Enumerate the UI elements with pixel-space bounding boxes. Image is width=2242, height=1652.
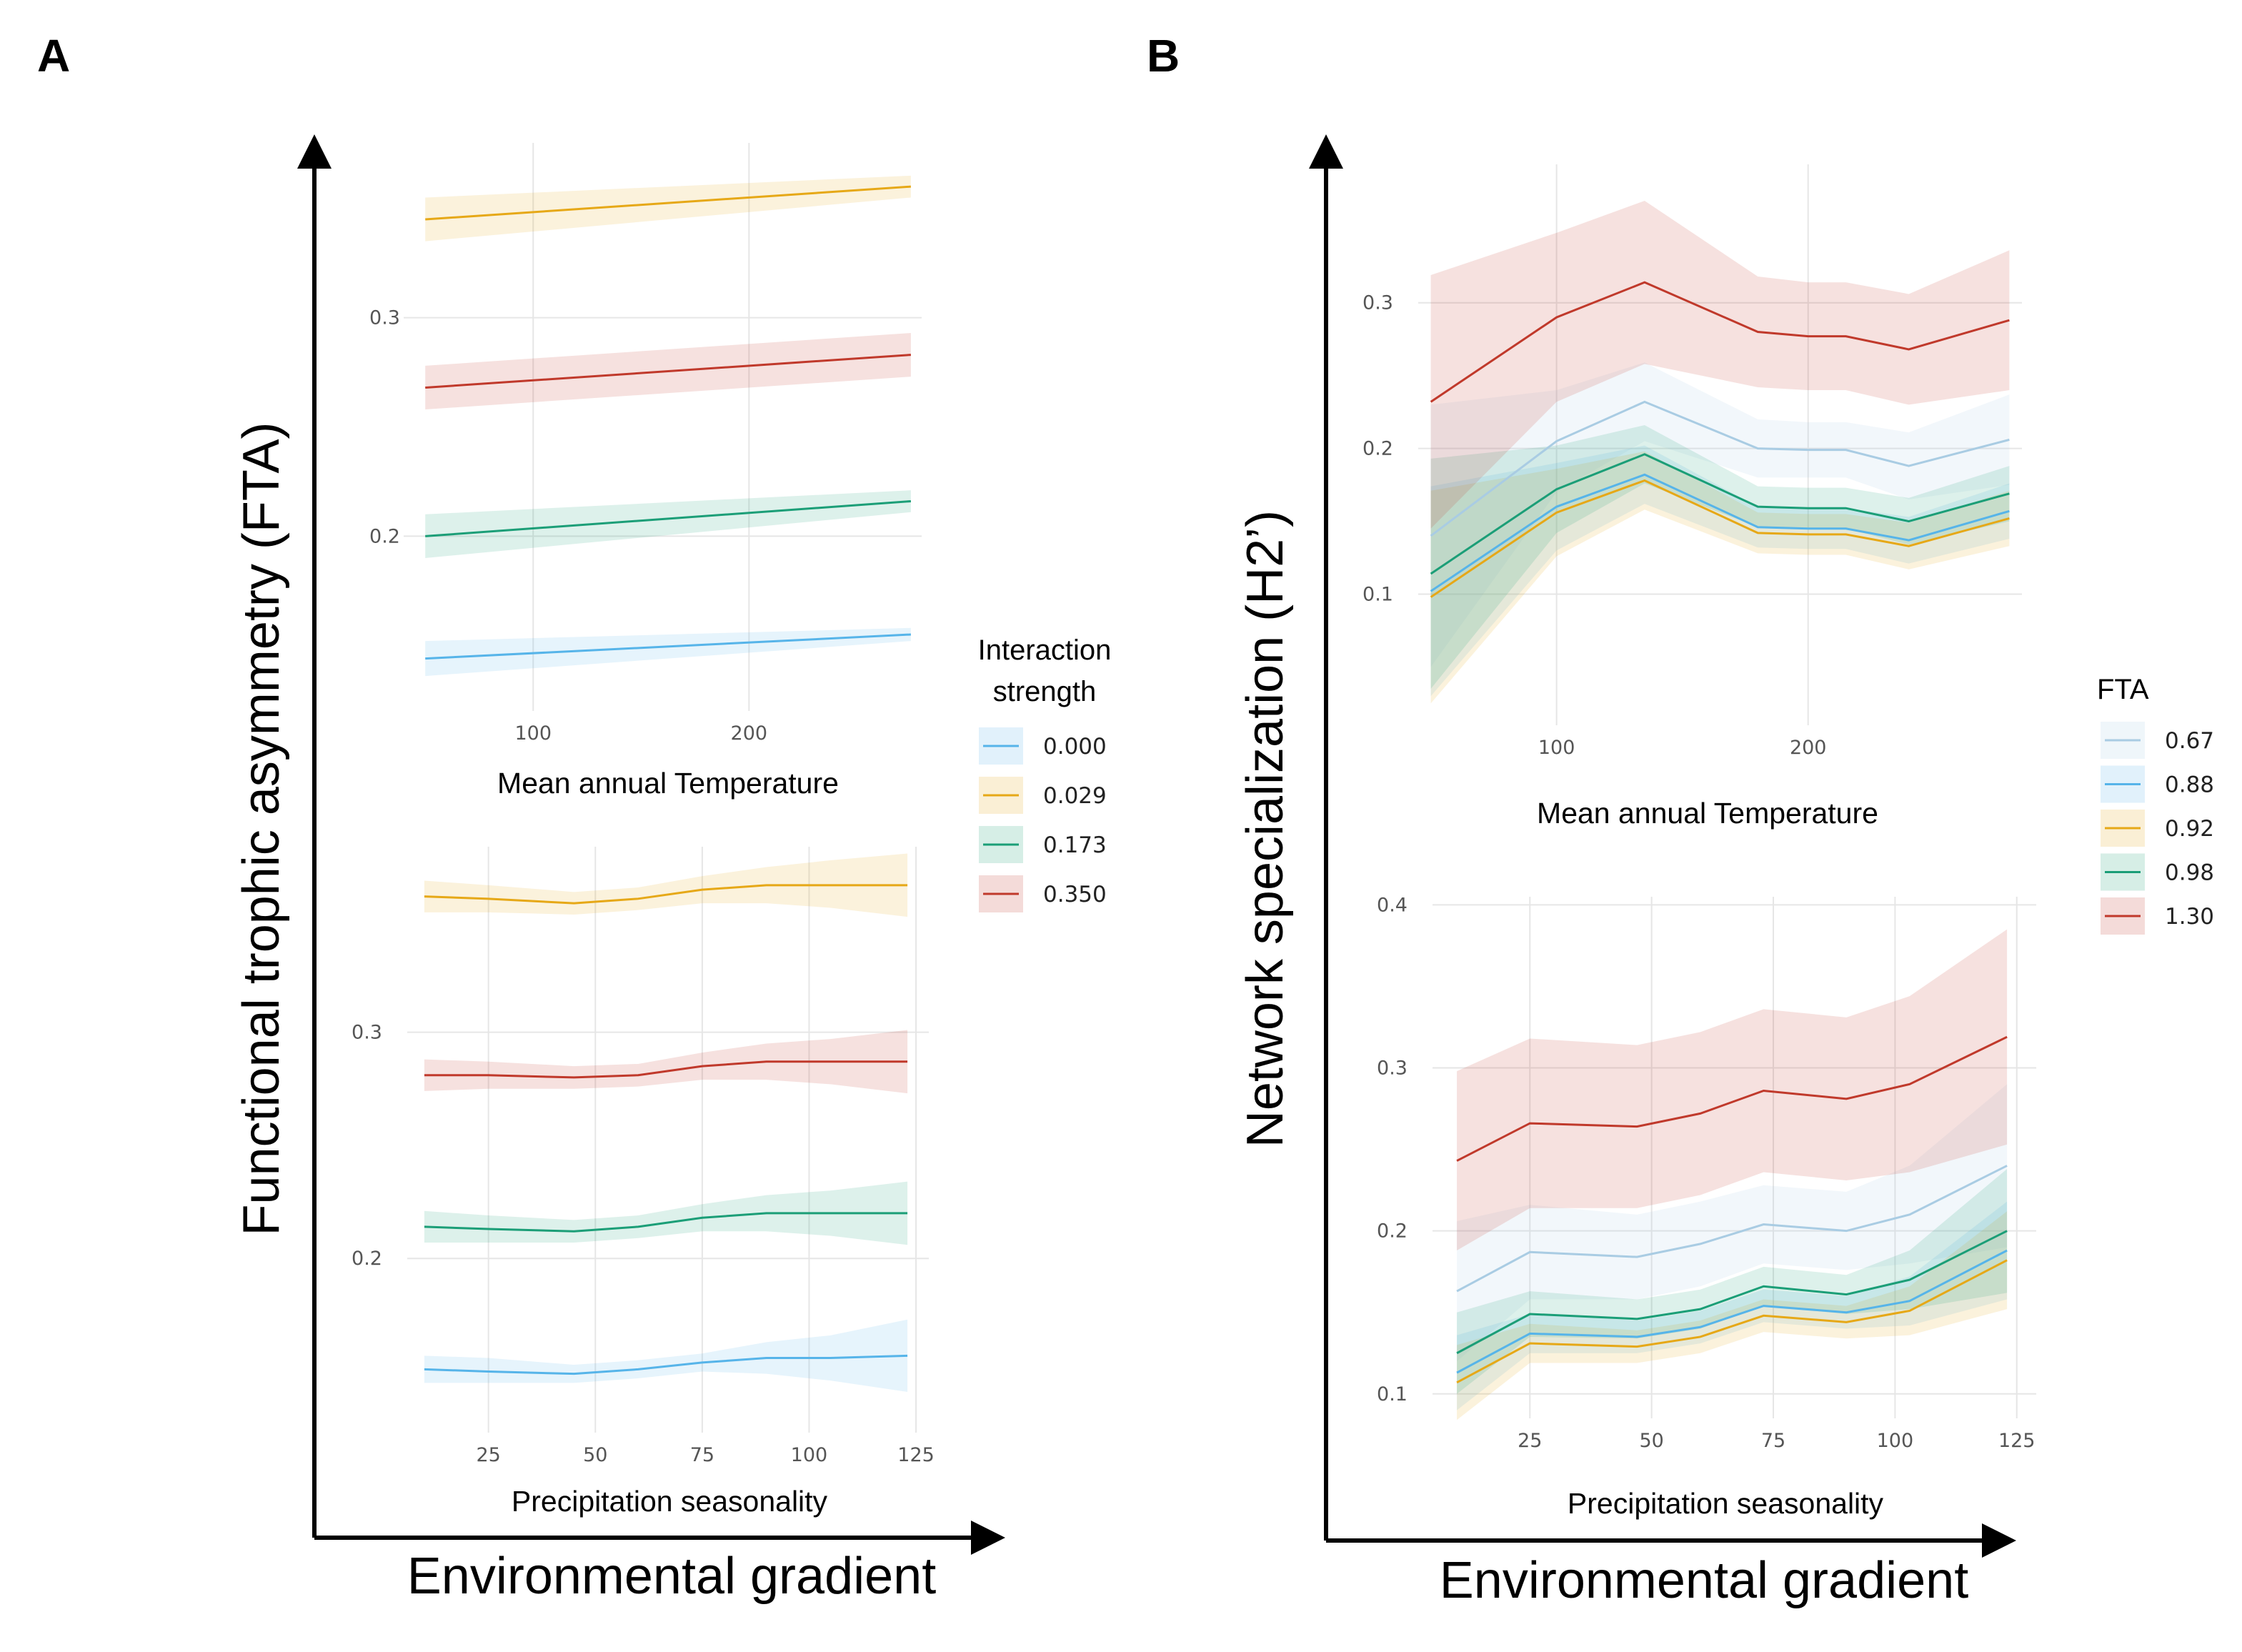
legend-label: 0.98 (2165, 860, 2214, 886)
panel-a-legend: Interaction strength 0.000 0.029 0.173 0.350 (978, 635, 1112, 912)
series-line-0.029 (424, 884, 908, 905)
confidence-band-1.30 (1457, 929, 2008, 1251)
panel-b-precipitation-plot: 25 50 75 100 125 0.1 0.2 0.3 0.4 Precipitation se… (1377, 894, 2036, 1520)
panel-a-letter: A (37, 30, 70, 81)
x-tick-label: 125 (1998, 1430, 2036, 1452)
x-tick-label: 125 (897, 1444, 935, 1466)
panel-b-x-title: Environmental gradient (1440, 1552, 1968, 1609)
y-tick-label: 0.2 (369, 525, 400, 547)
confidence-band-0.67 (1430, 362, 2010, 667)
confidence-band-0.000 (424, 1319, 908, 1393)
legend-label: 1.30 (2165, 904, 2214, 930)
series-line-0.67 (1456, 1165, 2008, 1293)
legend-label: 0.92 (2165, 816, 2214, 842)
series-line-0.88 (1430, 473, 2010, 592)
y-tick-label: 0.3 (352, 1022, 382, 1044)
confidence-band-0.98 (1430, 424, 2010, 690)
confidence-band-0.88 (1430, 445, 2010, 697)
y-tick-label: 0.2 (1377, 1220, 1408, 1243)
panel-b-temperature-plot: 100 200 0.1 0.2 0.3 Mean annual Temperature (1362, 164, 2022, 830)
legend-label: 0.67 (2165, 728, 2214, 754)
x-tick-label: 75 (1761, 1430, 1785, 1452)
confidence-band-1.30 (1430, 200, 2010, 529)
y-tick-label: 0.1 (1377, 1383, 1408, 1405)
legend-title: FTA (2097, 674, 2149, 705)
legend-title: strength (993, 676, 1097, 707)
series-line-0.92 (1456, 1259, 2008, 1384)
series-line-0.000 (425, 633, 911, 660)
series-line-0.350 (424, 1060, 908, 1079)
x-tick-label: 75 (690, 1444, 714, 1466)
confidence-band-0.173 (424, 1181, 908, 1245)
series-line-0.029 (425, 185, 911, 221)
x-tick-label: 50 (583, 1444, 607, 1466)
y-tick-label: 0.3 (1362, 292, 1393, 314)
confidence-band-0.173 (425, 490, 911, 558)
series-line-0.350 (425, 354, 911, 389)
y-tick-label: 0.3 (1377, 1058, 1408, 1080)
x-axis-label: Mean annual Temperature (497, 767, 839, 800)
y-tick-label: 0.1 (1362, 583, 1393, 605)
x-tick-label: 200 (731, 722, 768, 745)
series-line-0.92 (1430, 479, 2010, 598)
series-line-0.173 (424, 1212, 908, 1233)
y-tick-label: 0.2 (1362, 438, 1393, 460)
x-tick-label: 100 (1877, 1430, 1914, 1452)
series-line-1.30 (1456, 1035, 2008, 1162)
panel-a-temperature-plot: 100 200 0.2 0.3 Mean annual Temperature (369, 143, 922, 800)
y-tick-label: 0.3 (369, 307, 400, 329)
x-tick-label: 100 (514, 722, 552, 745)
series-line-1.30 (1430, 281, 2010, 403)
x-tick-label: 200 (1790, 737, 1827, 759)
panel-a-y-title: Functional trophic asymmetry (FTA) (233, 422, 290, 1236)
x-axis-label: Precipitation seasonality (512, 1485, 828, 1518)
confidence-band-0.88 (1457, 1201, 2008, 1410)
legend-label: 0.173 (1043, 832, 1107, 858)
x-axis-label: Mean annual Temperature (1537, 797, 1878, 830)
x-tick-label: 100 (791, 1444, 828, 1466)
legend-title: Interaction (978, 635, 1112, 666)
panel-a-x-title: Environmental gradient (407, 1548, 936, 1605)
confidence-band-0.92 (1430, 451, 2010, 704)
series-line-0.000 (424, 1354, 908, 1375)
panel-b-legend: FTA 0.67 0.88 0.92 0.98 1.30 (2097, 674, 2214, 935)
series-line-0.173 (425, 499, 912, 537)
confidence-band-0.98 (1457, 1168, 2008, 1394)
series-line-0.98 (1430, 453, 2010, 575)
confidence-band-0.029 (425, 175, 911, 242)
legend-label: 0.88 (2165, 772, 2214, 798)
confidence-band-0.000 (425, 627, 911, 677)
x-tick-label: 100 (1538, 737, 1575, 759)
legend-label: 0.000 (1043, 734, 1107, 760)
y-tick-label: 0.2 (352, 1248, 382, 1270)
confidence-band-0.67 (1457, 1084, 2008, 1362)
legend-label: 0.029 (1043, 783, 1107, 809)
panel-b-letter: B (1147, 30, 1180, 81)
panel-b-y-title: Network specialization (H2’) (1237, 510, 1294, 1148)
panel-a-precipitation-plot: 25 50 75 100 125 0.2 0.3 Precipitation seasonal… (352, 847, 935, 1518)
legend-label: 0.350 (1043, 882, 1107, 907)
x-tick-label: 25 (477, 1444, 501, 1466)
series-line-0.67 (1430, 400, 2010, 537)
y-tick-label: 0.4 (1377, 894, 1408, 916)
x-axis-label: Precipitation seasonality (1568, 1487, 1884, 1520)
x-tick-label: 50 (1639, 1430, 1663, 1452)
series-line-0.98 (1456, 1230, 2008, 1355)
series-line-0.88 (1456, 1249, 2008, 1374)
x-tick-label: 25 (1518, 1430, 1542, 1452)
